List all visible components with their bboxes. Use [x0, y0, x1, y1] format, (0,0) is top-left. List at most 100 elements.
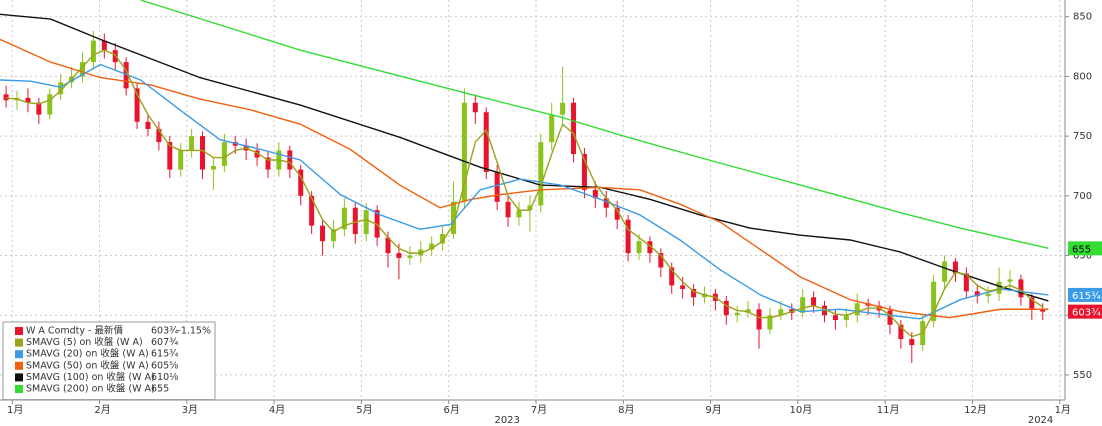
legend-label: SMAVG (50) on 收盤 (W A) [26, 359, 149, 371]
candle-body [178, 150, 184, 170]
axes: 5506006507007508008501月2月3月4月5月6月7月8月9月1… [7, 12, 1102, 426]
price-tag-label: 615¾ [1072, 291, 1101, 302]
candle-body [691, 288, 697, 298]
candle-body [1007, 279, 1013, 282]
candle-body [614, 207, 620, 220]
candle-body [385, 237, 391, 254]
y-tick-label: 800 [1073, 71, 1092, 82]
candle-body [854, 303, 860, 316]
candle-body [167, 142, 173, 170]
y-tick-label: 850 [1073, 12, 1092, 23]
candle-body [996, 281, 1002, 294]
candle-body [767, 315, 773, 330]
year-label: 2024 [1028, 415, 1053, 426]
candle-body [636, 241, 642, 254]
candle-body [472, 102, 478, 113]
candle-body [254, 150, 260, 158]
x-tick-label: 4月 [269, 404, 285, 416]
ma-line [6, 49, 1044, 338]
candle-body [516, 210, 522, 218]
legend-swatch [15, 373, 23, 382]
legend-value: 605⅝ [151, 360, 178, 371]
price-tag-label: 603¾ [1072, 308, 1101, 319]
candle-body [494, 171, 500, 202]
candle-body [320, 225, 326, 242]
candle-body [200, 136, 206, 170]
grid [0, 0, 1065, 400]
legend-label: W A Comdty - 最新價 [26, 325, 123, 337]
legend-label: SMAVG (100) on 收盤 (W A) [26, 371, 155, 383]
candle-body [352, 207, 358, 235]
candle-body [756, 309, 762, 330]
x-tick-label: 6月 [444, 404, 460, 416]
legend-label: SMAVG (20) on 收盤 (W A) [26, 348, 149, 360]
candle-body [581, 154, 587, 190]
ma-line [140, 0, 1049, 250]
y-tick-label: 650 [1073, 251, 1092, 262]
candle-body [47, 94, 53, 115]
candle-body [832, 315, 838, 320]
candle-body [538, 142, 544, 206]
candle-body [898, 324, 904, 340]
candle-body [723, 300, 729, 316]
candle-body [592, 189, 598, 199]
candle-body [123, 62, 129, 89]
x-tick-label: 7月 [531, 404, 547, 416]
year-label: 2023 [494, 415, 519, 426]
ma-line [0, 63, 1049, 320]
candle-body [1029, 297, 1035, 310]
legend-value: 655 [151, 384, 169, 395]
x-tick-label: 10月 [790, 404, 813, 416]
legend-value: 615¾ [151, 349, 178, 360]
x-tick-label: 2月 [94, 404, 110, 416]
legend-label: SMAVG (200) on 收盤 (W A) [26, 383, 155, 395]
ma-line [0, 38, 1049, 319]
candle-body [811, 297, 817, 306]
candle-body [461, 102, 467, 202]
candle-body [396, 253, 402, 258]
candle-body [909, 339, 915, 346]
candle-body [450, 201, 456, 235]
x-tick-label: 11月 [877, 404, 900, 416]
candle-body [145, 121, 151, 129]
candle-body [309, 195, 315, 226]
candle-body [440, 234, 446, 244]
candle-body [189, 136, 195, 151]
x-tick-label: 12月 [964, 404, 987, 416]
candle-body [625, 219, 631, 254]
price-tag-label: 655 [1072, 244, 1091, 255]
legend-value: 607¾ [151, 337, 178, 348]
x-tick-label: 3月 [182, 404, 198, 416]
price-tag [1068, 287, 1102, 302]
legend-swatch [15, 350, 23, 359]
y-tick-label: 750 [1073, 131, 1092, 142]
legend-box [2, 321, 216, 401]
candle-body [58, 82, 64, 95]
legend-change: -1.15% [177, 326, 211, 337]
x-tick-label: 9月 [705, 404, 721, 416]
candle-body [330, 229, 336, 242]
candle-body [974, 291, 980, 297]
candle-body [549, 114, 555, 143]
candle-body [647, 241, 653, 254]
candle-body [734, 312, 740, 316]
candle-body [942, 261, 948, 282]
y-tick-label: 550 [1073, 370, 1092, 381]
candle-body [887, 310, 893, 325]
candle-body [265, 157, 271, 170]
candle-body [778, 309, 784, 316]
candle-body [36, 102, 42, 115]
candle-body [156, 128, 162, 143]
candle-body [363, 210, 369, 235]
candle-body [210, 165, 216, 170]
x-tick-label: 1月 [7, 404, 23, 416]
candle-body [483, 112, 489, 172]
legend-label: SMAVG (5) on 收盤 (W A) [26, 336, 143, 348]
candle-body [800, 297, 806, 313]
candle-body [3, 94, 9, 101]
price-tag [1068, 304, 1102, 319]
ma-line [0, 13, 1049, 302]
candle-body [287, 150, 293, 170]
legend-swatch [15, 338, 23, 347]
